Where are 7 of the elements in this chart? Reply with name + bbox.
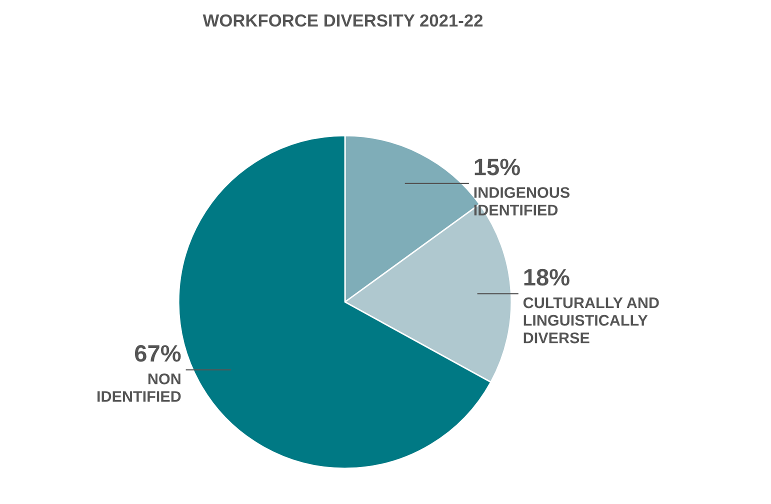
data-label: 18%	[524, 268, 570, 286]
data-label: 67%	[134, 345, 181, 362]
slice-label: NON IDENTIFIED	[98, 373, 181, 402]
chart-title: WORKFORCE DIVERSITY 2021-22	[202, 14, 483, 27]
data-label: 15%	[474, 158, 520, 176]
slice-label: INDIGENOUS IDENTIFIED	[474, 187, 570, 216]
slice-label: CULTURALLY AND LINGUISTICALLY DIVERSE	[523, 297, 659, 344]
